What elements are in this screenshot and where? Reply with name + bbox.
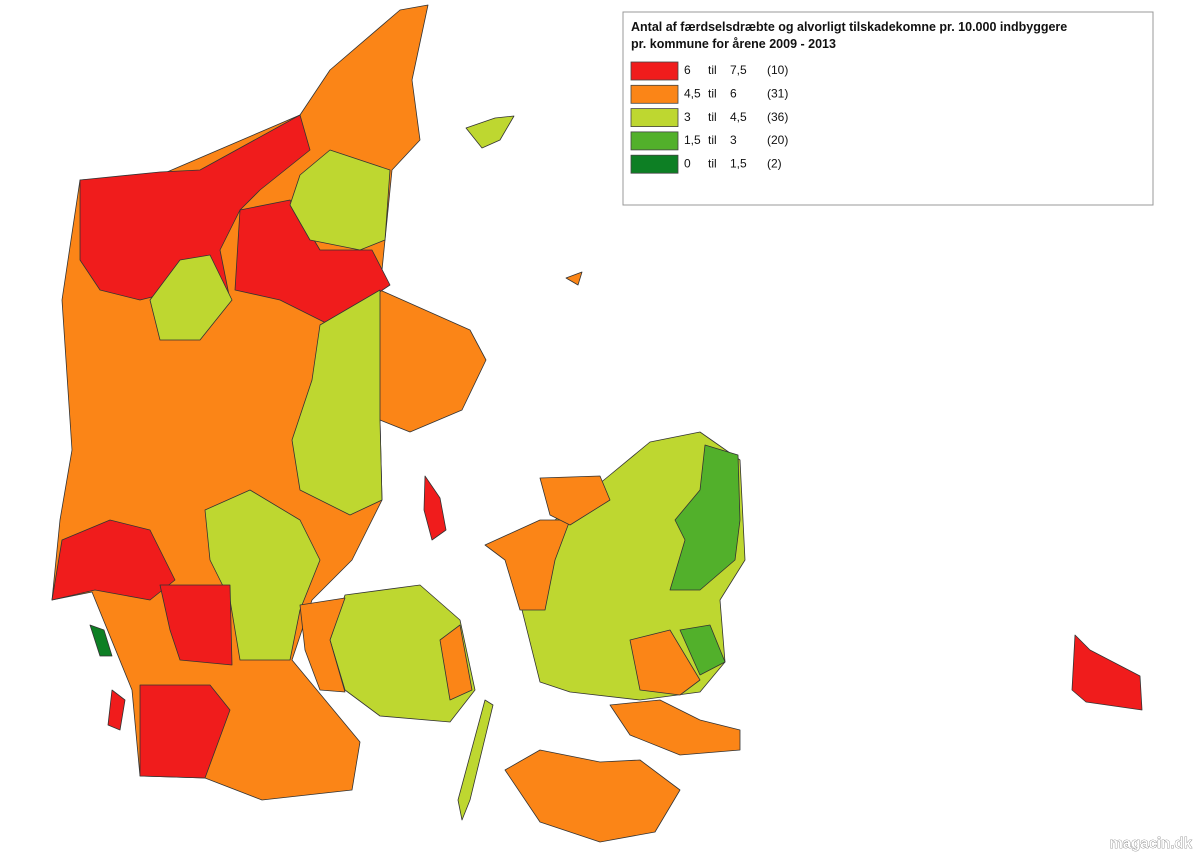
legend-sep: til	[708, 133, 717, 147]
region	[204, 489, 321, 661]
legend-swatch	[630, 84, 679, 104]
legend-swatch	[630, 61, 679, 81]
legend-to: 1,5	[730, 156, 747, 170]
legend-sep: til	[708, 86, 717, 100]
region	[457, 699, 494, 821]
region	[159, 584, 233, 666]
legend-from: 1,5	[684, 133, 701, 147]
legend-to: 6	[730, 86, 737, 100]
legend-count: (36)	[767, 110, 788, 124]
legend-count: (10)	[767, 63, 788, 77]
region	[299, 597, 346, 693]
legend-from: 0	[684, 156, 691, 170]
region	[439, 624, 473, 701]
region	[484, 519, 571, 611]
region	[139, 684, 231, 779]
region	[504, 749, 681, 843]
region	[565, 271, 583, 286]
region	[423, 475, 447, 541]
region	[291, 289, 383, 516]
legend-sep: til	[708, 110, 717, 124]
legend-title: pr. kommune for årene 2009 - 2013	[631, 37, 836, 51]
legend-to: 4,5	[730, 110, 747, 124]
region	[629, 629, 701, 696]
legend-swatch	[630, 131, 679, 151]
legend-sep: til	[708, 63, 717, 77]
legend-from: 4,5	[684, 86, 701, 100]
regions	[51, 4, 1143, 843]
region	[609, 699, 741, 756]
region	[107, 689, 126, 731]
region	[289, 149, 391, 251]
legend-to: 3	[730, 133, 737, 147]
region	[89, 624, 113, 657]
legend-swatch	[630, 154, 679, 174]
region	[669, 444, 741, 591]
region	[79, 114, 311, 301]
legend-title: Antal af færdselsdræbte og alvorligt til…	[631, 20, 1067, 34]
legend-box	[622, 11, 1154, 206]
region	[679, 624, 726, 676]
legend-from: 3	[684, 110, 691, 124]
legend-sep: til	[708, 156, 717, 170]
legend: Antal af færdselsdræbte og alvorligt til…	[622, 11, 1154, 206]
region	[1071, 634, 1143, 711]
legend-from: 6	[684, 63, 691, 77]
legend-to: 7,5	[730, 63, 747, 77]
legend-count: (31)	[767, 86, 788, 100]
region	[539, 475, 611, 526]
legend-count: (20)	[767, 133, 788, 147]
legend-count: (2)	[767, 156, 782, 170]
legend-swatch	[630, 108, 679, 127]
region	[465, 115, 515, 149]
watermark: magacin.dk	[1109, 835, 1192, 852]
region	[149, 254, 233, 341]
